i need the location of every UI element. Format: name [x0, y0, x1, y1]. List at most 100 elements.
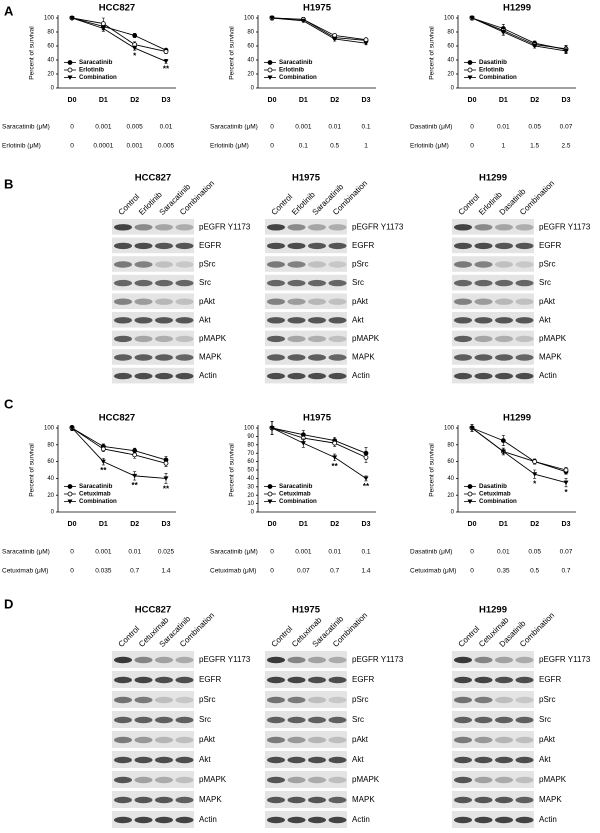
y-axis-title: Percent of survival: [429, 443, 436, 497]
legend-label: Dasatinib: [479, 59, 507, 66]
blot-band: [175, 676, 194, 684]
blot-band: [515, 676, 534, 684]
x-tick-label: D3: [162, 521, 171, 528]
blot-strip: [265, 237, 347, 254]
x-tick-label: D1: [499, 521, 508, 528]
y-tick-label: 80: [247, 30, 254, 36]
dose-value: 0.0001: [93, 143, 113, 150]
blot-band: [134, 736, 153, 744]
series-line: [271, 17, 367, 41]
x-tick-label: D0: [68, 521, 77, 528]
blot-band: [328, 317, 347, 324]
blot-band: [308, 335, 326, 343]
blot-band: [308, 372, 326, 380]
blot-band: [454, 317, 472, 324]
marker: [563, 480, 569, 486]
protein-label: pEGFR Y1173: [199, 655, 251, 664]
blot-band: [474, 335, 493, 343]
protein-label: pEGFR Y1173: [539, 222, 591, 231]
marker: [163, 49, 169, 54]
protein-label: Src: [352, 278, 364, 287]
blot-strip: [265, 791, 347, 808]
blot-strip: [112, 771, 194, 788]
protein-label: Actin: [352, 371, 370, 380]
blot-band: [114, 696, 132, 704]
blot-band: [114, 676, 132, 684]
marker: [67, 499, 73, 504]
blot-band: [308, 736, 326, 744]
blot-band: [267, 335, 285, 343]
protein-label: pSrc: [352, 695, 368, 704]
blot-band: [287, 279, 306, 287]
blot-band: [287, 372, 306, 380]
blot-band: [267, 756, 285, 764]
blot-band: [155, 224, 173, 231]
blot-strip: [112, 671, 194, 688]
x-tick-label: D1: [99, 521, 108, 528]
blot-band: [308, 816, 326, 824]
dose-value: 0.035: [95, 568, 112, 575]
blot-band: [328, 716, 347, 724]
protein-label: pEGFR Y1173: [352, 222, 404, 231]
dose-value: 0.001: [95, 124, 112, 131]
blot-strip: [452, 367, 534, 384]
dose-value: 0.01: [328, 124, 341, 131]
blot-band: [328, 676, 347, 684]
dose-label: Erlotinib (μM): [210, 143, 249, 150]
blot-band: [495, 676, 513, 684]
y-tick-label: 100: [44, 16, 55, 22]
legend-label: Erlotinib: [279, 67, 304, 74]
dose-label: Saracatinib (μM): [2, 124, 50, 131]
blot-band: [515, 279, 534, 287]
blot-band: [454, 224, 472, 231]
blot-band: [155, 279, 173, 287]
blot-band: [328, 372, 347, 380]
dose-value: 0.1: [361, 124, 370, 131]
blot-band: [287, 776, 306, 784]
dose-value: 0.001: [295, 124, 312, 131]
blot-band: [155, 756, 173, 764]
blot-band: [308, 756, 326, 764]
series-line: [471, 17, 567, 52]
marker: [332, 455, 338, 460]
blot-band: [267, 716, 285, 724]
protein-label: Src: [539, 278, 551, 287]
blot-strip: [112, 274, 194, 291]
protein-label: Actin: [199, 371, 217, 380]
protein-label: Actin: [539, 371, 557, 380]
blot-band: [495, 736, 513, 744]
blot-band: [308, 796, 326, 804]
legend-label: Erlotinib: [79, 67, 104, 74]
dose-label: Saracatinib (μM): [210, 549, 258, 556]
blot-band: [267, 776, 285, 784]
blot-strip: [265, 691, 347, 708]
y-tick-label: 90: [247, 434, 254, 440]
blot-band: [114, 372, 132, 380]
y-axis-title: Percent of survival: [29, 443, 36, 497]
blot-band: [267, 298, 285, 305]
blot-band: [175, 696, 194, 704]
protein-label: pEGFR Y1173: [352, 655, 404, 664]
blot-band: [328, 776, 347, 784]
legend-label: Cetuximab: [279, 491, 311, 498]
blot-band: [267, 242, 285, 250]
series-line: [271, 427, 367, 454]
blot-band: [474, 676, 493, 684]
significance-mark: *: [533, 480, 537, 489]
protein-label: pAkt: [539, 735, 556, 744]
blot-strip: [265, 771, 347, 788]
blot-band: [287, 261, 306, 268]
blot-band: [515, 335, 534, 343]
blot-band: [267, 317, 285, 324]
blot-band: [114, 224, 132, 231]
blot-band: [454, 716, 472, 724]
blot-band: [114, 756, 132, 764]
protein-label: pMAPK: [539, 334, 567, 343]
blot-band: [515, 756, 534, 764]
blot-band: [495, 335, 513, 343]
dose-value: 0: [270, 568, 274, 575]
y-tick-label: 40: [47, 476, 54, 482]
y-tick-label: 50: [247, 468, 254, 474]
protein-label: Src: [199, 278, 211, 287]
blot-band: [454, 242, 472, 250]
